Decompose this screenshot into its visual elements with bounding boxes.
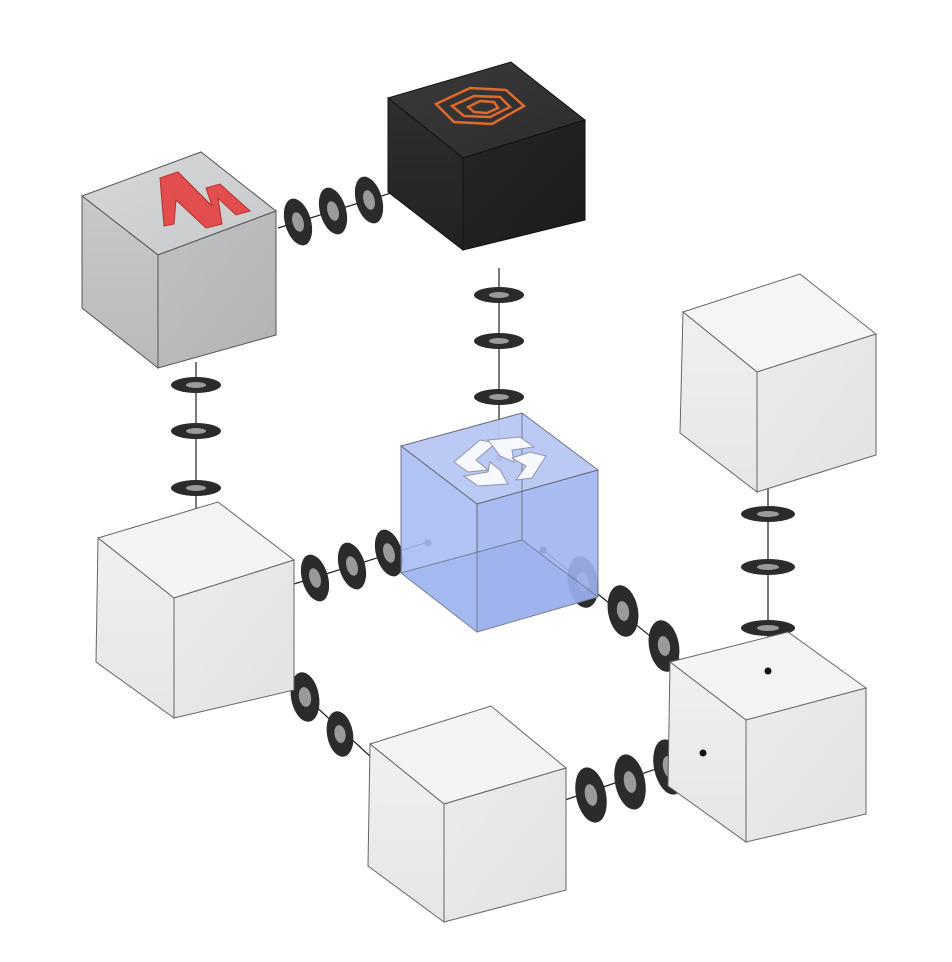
- chain-disc: [474, 389, 524, 405]
- chain-disc: [354, 176, 384, 224]
- chain-disc: [326, 711, 354, 757]
- white-cube-top-right: [679, 273, 878, 494]
- chain-disc: [283, 198, 313, 246]
- blue-center-cube: [399, 412, 600, 634]
- grey-logo-cube: [80, 151, 278, 370]
- orange-hexagon-logo-icon: [433, 86, 527, 126]
- chain-disc: [474, 287, 524, 303]
- chain-disc: [171, 423, 221, 439]
- chain-disc: [607, 585, 639, 637]
- red-v-logo-icon: [159, 171, 252, 229]
- chain-disc: [741, 506, 795, 522]
- chain-disc: [337, 542, 367, 590]
- chain-disc: [741, 620, 795, 636]
- chain-disc: [575, 767, 607, 823]
- link-white-top-right-to-bottom-right: [741, 488, 795, 675]
- chain-disc: [474, 333, 524, 349]
- white-cube-bottom-center: [367, 705, 568, 923]
- white-cube-bottom-right: [667, 631, 868, 843]
- white-chain-logo-icon: [453, 436, 547, 487]
- white-cube-mid-left: [95, 501, 296, 719]
- chain-disc: [741, 559, 795, 575]
- chain-disc: [648, 620, 680, 672]
- chain-disc: [290, 672, 320, 722]
- chain-disc: [374, 529, 404, 577]
- chain-disc: [300, 554, 330, 602]
- chain-disc: [318, 187, 348, 235]
- black-logo-cube: [386, 61, 587, 252]
- chain-disc: [171, 377, 221, 393]
- chain-disc: [171, 480, 221, 496]
- chain-disc: [614, 754, 646, 810]
- link-grey-to-black: [277, 176, 421, 246]
